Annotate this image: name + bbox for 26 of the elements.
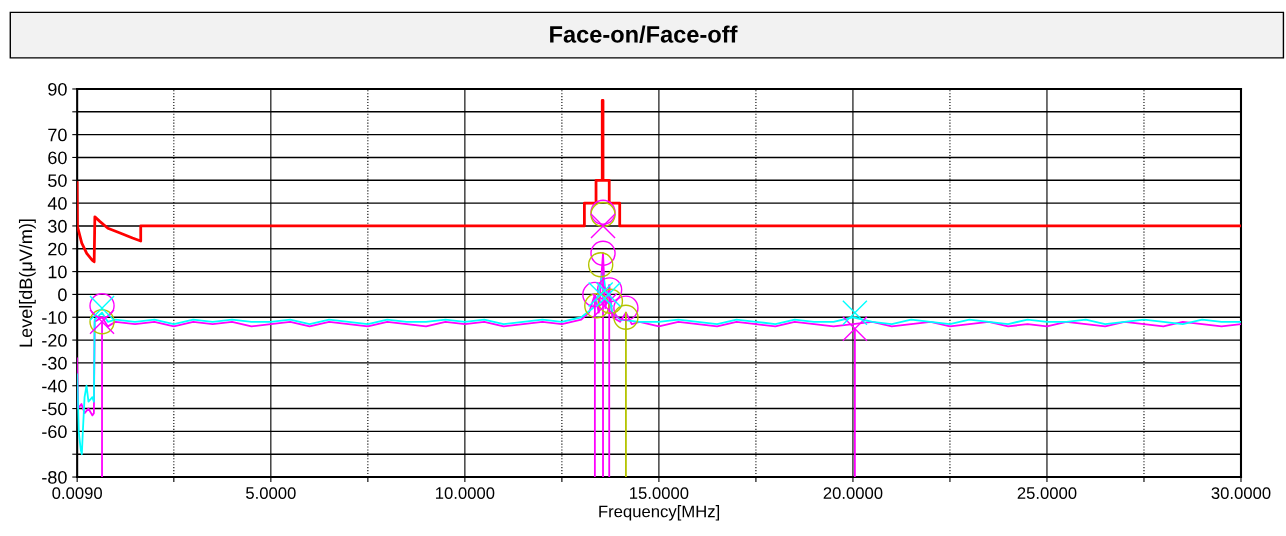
y-tick-label: 10 bbox=[48, 265, 67, 279]
y-tick-label: 20 bbox=[48, 242, 67, 256]
y-tick-label: -60 bbox=[42, 425, 67, 439]
x-tick-label: 15.0000 bbox=[630, 487, 689, 499]
y-tick-label: 50 bbox=[48, 174, 67, 188]
chart-title: Face-on/Face-off bbox=[550, 25, 738, 44]
y-tick-label: -50 bbox=[42, 402, 67, 416]
x-tick-label: 25.0000 bbox=[1017, 487, 1077, 499]
x-axis-title: Frequency[MHz] bbox=[599, 505, 720, 521]
y-tick-label: 40 bbox=[47, 197, 67, 210]
x-tick-label: 20.0000 bbox=[823, 487, 883, 499]
y-tick-label: -20 bbox=[42, 334, 67, 347]
y-tick-label: -30 bbox=[42, 356, 67, 370]
y-tick-label: 70 bbox=[48, 128, 67, 142]
x-tick-label: 10.0000 bbox=[436, 487, 495, 499]
y-tick-label: 30 bbox=[48, 219, 67, 233]
y-tick-label: -10 bbox=[42, 311, 67, 324]
y-tick-label: -40 bbox=[42, 379, 67, 393]
x-tick-label: 5.0000 bbox=[246, 487, 296, 499]
y-tick-label: 0 bbox=[58, 288, 67, 302]
y-axis-title: Level[dB(μV/m)] bbox=[18, 219, 36, 347]
y-tick-label: 60 bbox=[48, 151, 67, 165]
x-tick-label: 0.0090 bbox=[52, 487, 102, 499]
y-tick-label: -80 bbox=[42, 470, 67, 484]
x-tick-label: 30.0000 bbox=[1211, 487, 1271, 499]
y-tick-label: 90 bbox=[48, 82, 67, 96]
